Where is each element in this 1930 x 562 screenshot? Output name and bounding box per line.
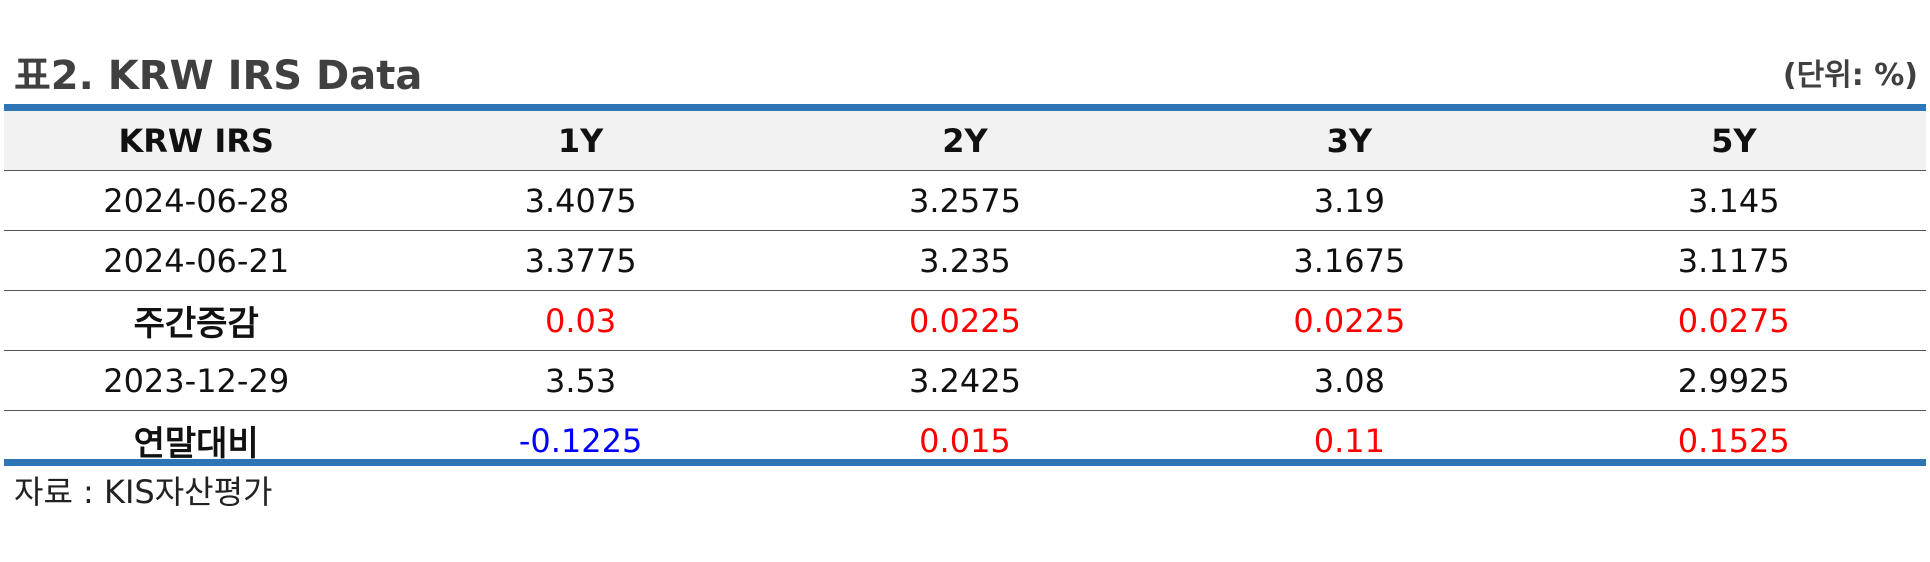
row-label: 2024-06-21 [4, 230, 389, 291]
cell-2y: 3.235 [772, 230, 1158, 291]
cell-3y: 3.08 [1157, 350, 1542, 411]
cell-2y: 3.2575 [908, 181, 1021, 220]
header-krw-irs: KRW IRS [4, 111, 389, 171]
unit-note: (단위: %) [1782, 58, 1918, 93]
cell-2y: 0.0225 [772, 290, 1158, 351]
table-header-row: KRW IRS 1Y 2Y 3Y 5Y [4, 111, 1926, 171]
table-row: 2024-06-28 3.4075 3.2575 3.19 3.145 [4, 171, 1926, 231]
table-row: 2023-12-29 3.53 3.2425 3.08 2.9925 [4, 350, 1926, 411]
source-note: 자료 : KIS자산평가 [14, 473, 273, 511]
table-row: 주간증감 0.03 0.0225 0.0225 0.0275 [4, 290, 1926, 351]
table-bottom-rule [4, 459, 1926, 466]
header-3y: 3Y [1157, 111, 1542, 171]
table-title: 표2. KRW IRS Data [14, 53, 423, 99]
cell-3y: 3.19 [1313, 181, 1385, 220]
cell-1y: 3.3775 [388, 230, 773, 291]
irs-table: KRW IRS 1Y 2Y 3Y 5Y 2024-06-28 3.4075 3.… [4, 111, 1926, 470]
cell-3y: 3.1675 [1157, 230, 1542, 291]
cell-5y: 3.145 [1687, 181, 1780, 220]
header-1y: 1Y [388, 111, 773, 171]
cell-2y: 3.2425 [772, 350, 1158, 411]
table-row: 2024-06-21 3.3775 3.235 3.1675 3.1175 [4, 230, 1926, 291]
cell-1y: 3.4075 [524, 181, 637, 220]
row-label: 주간증감 [4, 290, 389, 351]
table-top-rule [4, 104, 1926, 111]
cell-5y: 2.9925 [1541, 350, 1926, 411]
cell-1y: 3.53 [388, 350, 773, 411]
cell-1y: 0.03 [388, 290, 773, 351]
row-label: 2023-12-29 [4, 350, 389, 411]
row-label: 2024-06-28 [103, 181, 290, 220]
header-5y: 5Y [1541, 111, 1926, 171]
cell-5y: 0.0275 [1541, 290, 1926, 351]
header-2y: 2Y [772, 111, 1158, 171]
cell-5y: 3.1175 [1541, 230, 1926, 291]
cell-3y: 0.0225 [1157, 290, 1542, 351]
